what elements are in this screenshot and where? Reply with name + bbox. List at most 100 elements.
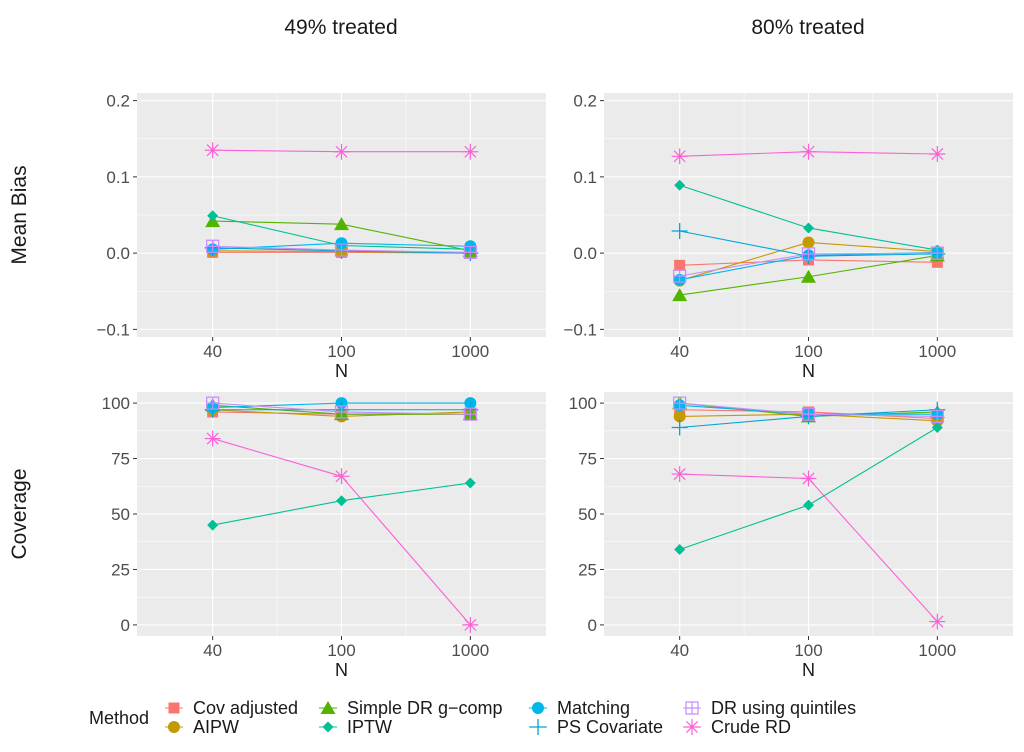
legend-label: IPTW	[347, 717, 392, 737]
x-axis-title: N	[335, 660, 348, 680]
panel-mean-bias-1: −0.1 0.0 0.1 0.2 40 100 1000 N	[96, 92, 546, 381]
data-point	[673, 396, 687, 410]
data-point	[674, 179, 686, 191]
x-tick-label: 100	[794, 342, 822, 361]
legend-key-marker	[685, 701, 699, 715]
data-point	[334, 217, 349, 231]
y-tick-label: 0	[121, 616, 130, 635]
data-point	[673, 410, 686, 423]
data-point	[930, 246, 944, 260]
legend-item-ps-covariate: PS Covariate	[529, 717, 663, 737]
x-tick-label: 40	[670, 641, 689, 660]
x-tick-label: 40	[670, 342, 689, 361]
data-point	[801, 407, 816, 421]
y-tick-label: 25	[111, 560, 130, 579]
series-crude-rd	[204, 430, 479, 633]
data-point	[802, 236, 815, 249]
x-tick-label: 40	[203, 641, 222, 660]
y-tick-label: −0.1	[96, 320, 130, 339]
data-point	[204, 430, 221, 447]
legend-key-marker	[168, 702, 180, 714]
row-title-coverage: Coverage	[8, 468, 31, 559]
legend-item-aipw: AIPW	[165, 717, 239, 737]
y-tick-label: 0.2	[106, 92, 130, 111]
x-tick-label: 100	[794, 641, 822, 660]
data-point	[929, 613, 946, 630]
data-point	[800, 143, 817, 160]
y-tick-label: 0.2	[573, 92, 597, 111]
x-axis-title: N	[802, 361, 815, 381]
legend-item-iptw: IPTW	[319, 717, 392, 737]
data-point	[334, 405, 349, 419]
data-point	[931, 256, 943, 268]
x-tick-label: 40	[203, 342, 222, 361]
series-dr-using-quintiles	[206, 239, 477, 259]
y-tick-label: 0.1	[106, 168, 130, 187]
data-point	[931, 421, 943, 433]
legend-key-marker	[684, 719, 700, 735]
legend-key-marker	[168, 721, 180, 733]
x-tick-label: 1000	[451, 342, 489, 361]
panel-coverage-1: 0 25 50 75 100 40 100 1000 N	[102, 392, 546, 680]
series-iptw	[207, 477, 476, 531]
legend-key-marker	[320, 701, 336, 714]
y-tick-label: 50	[578, 505, 597, 524]
data-point	[671, 419, 688, 436]
series-dr-using-quintiles	[206, 396, 477, 421]
y-tick-label: 75	[111, 450, 130, 469]
y-tick-label: −0.1	[563, 320, 597, 339]
legend-key-marker	[530, 719, 546, 735]
legend-title: Method	[89, 708, 149, 728]
data-point	[464, 477, 476, 489]
y-tick-label: 100	[102, 394, 130, 413]
series-dr-using-quintiles	[673, 246, 944, 283]
series-dr-using-quintiles	[673, 396, 944, 423]
data-point	[674, 259, 686, 271]
data-point	[801, 247, 816, 261]
data-point	[462, 143, 479, 160]
y-tick-label: 100	[569, 394, 597, 413]
data-point	[462, 616, 479, 633]
legend-item-matching: Matching	[529, 698, 630, 718]
legend-item-simple-dr-g-comp: Simple DR g−comp	[319, 698, 503, 718]
data-point	[206, 239, 220, 253]
data-point	[930, 409, 944, 423]
legend-label: DR using quintiles	[711, 698, 856, 718]
y-tick-label: 50	[111, 505, 130, 524]
data-point	[207, 210, 219, 222]
data-point	[672, 288, 688, 302]
data-point	[801, 269, 816, 283]
data-point	[803, 222, 814, 234]
x-tick-label: 100	[327, 342, 355, 361]
data-point	[204, 142, 221, 159]
data-point	[671, 148, 688, 165]
data-point	[463, 245, 477, 259]
data-point	[803, 499, 814, 511]
column-title-2: 80% treated	[751, 16, 864, 39]
x-axis-title: N	[335, 361, 348, 381]
panel-coverage-2: 0 25 50 75 100 40 100 1000 N	[569, 392, 1013, 680]
legend-label: Cov adjusted	[193, 698, 298, 718]
data-point	[334, 243, 349, 257]
data-point	[336, 495, 347, 507]
x-tick-label: 1000	[451, 641, 489, 660]
data-point	[929, 146, 946, 162]
data-point	[671, 466, 688, 483]
legend-item-dr-using-quintiles: DR using quintiles	[683, 698, 856, 718]
panel-mean-bias-2: −0.1 0.0 0.1 0.2 40 100 1000 N	[563, 92, 1013, 381]
data-point	[671, 223, 688, 240]
legend-label: Crude RD	[711, 717, 791, 737]
y-tick-label: 0.0	[106, 244, 130, 263]
legend-label: Simple DR g−comp	[347, 698, 503, 718]
legend-label: AIPW	[193, 717, 239, 737]
y-tick-label: 25	[578, 560, 597, 579]
data-point	[207, 519, 219, 531]
legend-item-crude-rd: Crude RD	[683, 717, 791, 737]
data-point	[800, 470, 817, 487]
legend-key-marker	[532, 702, 544, 714]
x-tick-label: 100	[327, 641, 355, 660]
x-tick-label: 1000	[918, 641, 956, 660]
y-tick-label: 0.1	[573, 168, 597, 187]
